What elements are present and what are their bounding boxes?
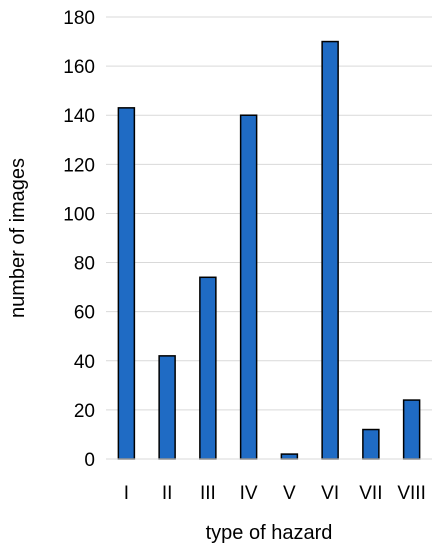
x-tick-labels: I II III IV V VI VII VIII bbox=[124, 483, 426, 504]
bar-vi bbox=[321, 40, 339, 460]
y-tick-label: 60 bbox=[74, 303, 95, 324]
bar-iii bbox=[199, 276, 217, 460]
y-tick-label: 0 bbox=[84, 450, 95, 471]
y-tick-label: 160 bbox=[63, 57, 95, 78]
y-tick-label: 120 bbox=[63, 155, 95, 176]
bar-iv bbox=[239, 114, 258, 460]
y-tick-label: 180 bbox=[63, 8, 95, 29]
x-tick-label: IV bbox=[240, 483, 258, 504]
bar-v bbox=[280, 453, 299, 460]
y-tick-label: 100 bbox=[63, 204, 95, 225]
y-tick-label: 140 bbox=[63, 106, 95, 127]
y-tick-labels: 0 20 40 60 80 100 120 140 160 180 bbox=[63, 8, 95, 471]
x-tick-label: I bbox=[124, 483, 129, 504]
x-tick-label: VIII bbox=[397, 483, 426, 504]
x-tick-label: III bbox=[200, 483, 216, 504]
x-tick-label: VII bbox=[359, 483, 382, 504]
y-axis-title: number of images bbox=[7, 158, 29, 318]
bars bbox=[117, 40, 421, 460]
x-tick-label: V bbox=[283, 483, 296, 504]
x-axis-title: type of hazard bbox=[206, 522, 333, 544]
gridlines bbox=[106, 16, 432, 411]
bar-viii bbox=[402, 399, 421, 460]
y-tick-label: 40 bbox=[74, 352, 95, 373]
y-tick-label: 20 bbox=[74, 401, 95, 422]
bar-vii bbox=[362, 428, 380, 460]
bar-i bbox=[117, 107, 136, 460]
bar-ii bbox=[158, 355, 176, 460]
x-tick-label: II bbox=[162, 483, 173, 504]
y-tick-label: 80 bbox=[74, 254, 95, 275]
x-tick-label: VI bbox=[321, 483, 339, 504]
